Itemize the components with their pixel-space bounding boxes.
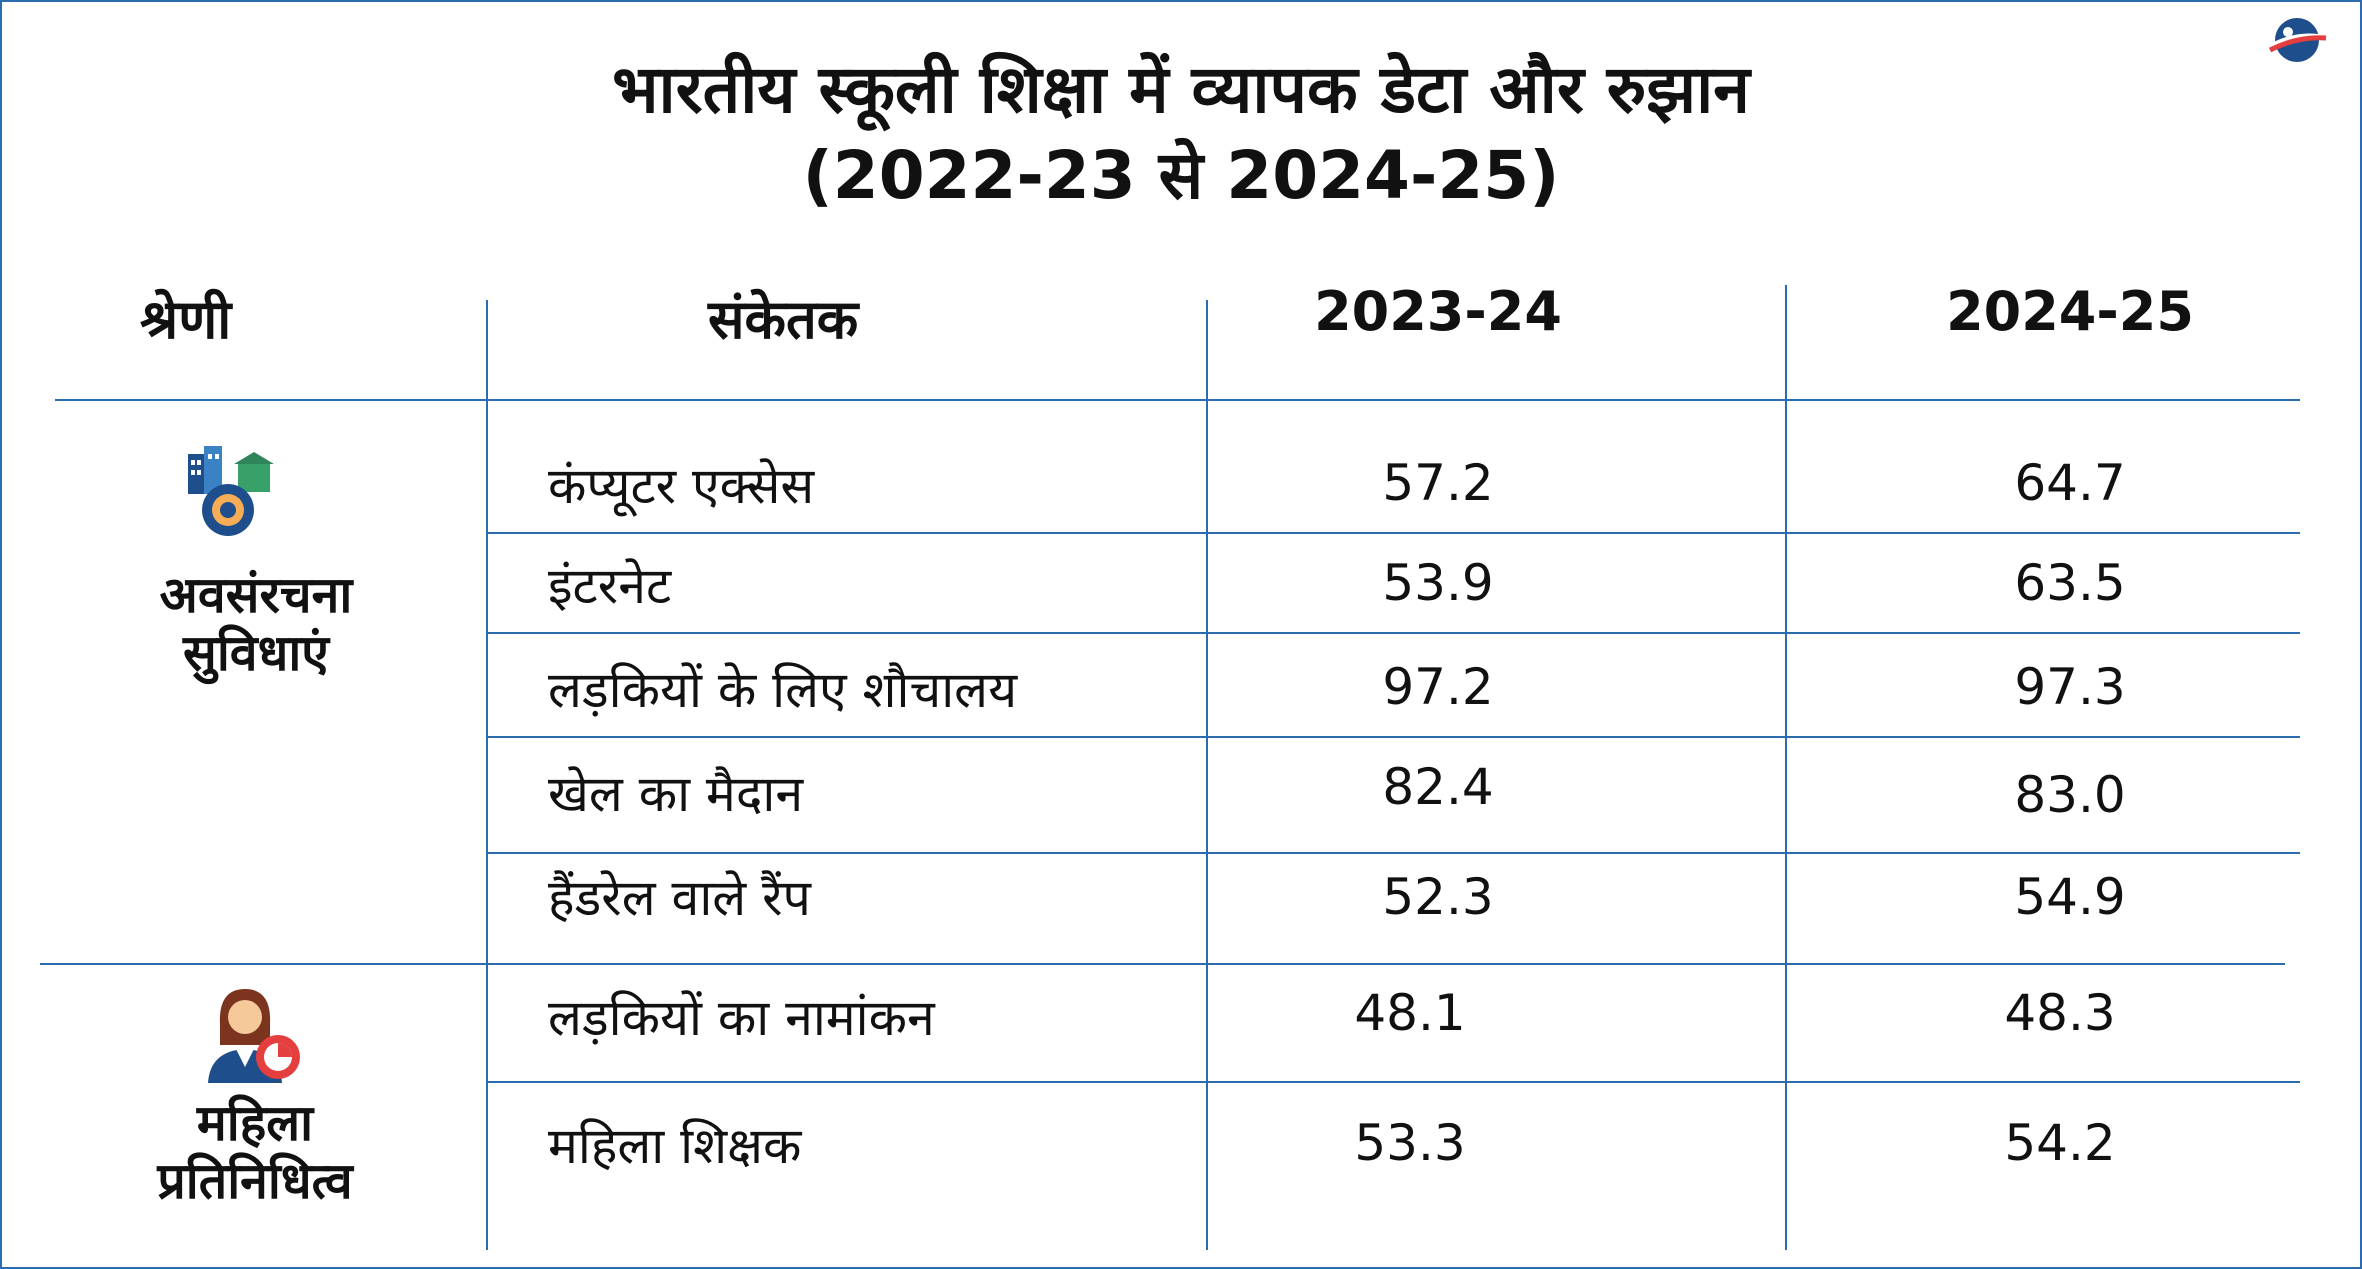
value-internet-2024: 63.5 xyxy=(2014,554,2126,612)
grid-vline-2 xyxy=(1206,300,1208,1250)
indicator-girls-toilets: लड़कियों के लिए शौचालय xyxy=(548,661,1018,719)
category-women-line1: महिला xyxy=(196,1094,314,1152)
indicator-playground: खेल का मैदान xyxy=(548,765,804,823)
grid-hline-header xyxy=(55,399,2300,401)
header-2023-24: 2023-24 xyxy=(1314,280,1562,343)
value-computer-access-2023: 57.2 xyxy=(1382,454,1494,512)
grid-hline-r1 xyxy=(486,532,2300,534)
header-indicator: संकेतक xyxy=(708,288,859,351)
grid-vline-1 xyxy=(486,300,488,1250)
header-2024-25: 2024-25 xyxy=(1946,280,2194,343)
value-playground-2024: 83.0 xyxy=(2014,766,2126,824)
woman-chart-icon xyxy=(208,989,300,1083)
header-category: श्रेणी xyxy=(140,288,232,351)
grid-hline-group xyxy=(40,963,2285,965)
infrastructure-gear-icon xyxy=(188,446,274,536)
category-women-line2: प्रतिनिधित्व xyxy=(157,1152,353,1210)
value-computer-access-2024: 64.7 xyxy=(2014,454,2126,512)
value-women-teachers-2024: 54.2 xyxy=(2004,1114,2116,1172)
grid-hline-r3 xyxy=(486,736,2300,738)
value-ramps-2024: 54.9 xyxy=(2014,868,2126,926)
brand-logo-icon xyxy=(2266,18,2328,62)
value-girls-toilets-2024: 97.3 xyxy=(2014,658,2126,716)
indicator-computer-access: कंप्यूटर एक्सेस xyxy=(548,457,815,515)
category-infrastructure-line2: सुविधाएं xyxy=(183,624,329,682)
value-girls-toilets-2023: 97.2 xyxy=(1382,658,1494,716)
grid-vline-3 xyxy=(1785,285,1787,1250)
grid-hline-r6 xyxy=(486,1081,2300,1083)
indicator-internet: इंटरनेट xyxy=(548,557,672,615)
grid-hline-r2 xyxy=(486,632,2300,634)
category-infrastructure-line1: अवसंरचना xyxy=(159,566,353,624)
indicator-women-teachers: महिला शिक्षक xyxy=(548,1117,802,1175)
value-girls-enrolment-2023: 48.1 xyxy=(1354,984,1466,1042)
category-infrastructure: अवसंरचना सुविधाएं xyxy=(126,566,386,682)
value-playground-2023: 82.4 xyxy=(1382,758,1494,816)
value-internet-2023: 53.9 xyxy=(1382,554,1494,612)
category-women: महिला प्रतिनिधित्व xyxy=(110,1094,400,1210)
title-line-1: भारतीय स्कूली शिक्षा में व्यापक डेटा और … xyxy=(612,51,1750,128)
grid-hline-r4 xyxy=(486,852,2300,854)
value-women-teachers-2023: 53.3 xyxy=(1354,1114,1466,1172)
value-girls-enrolment-2024: 48.3 xyxy=(2004,984,2116,1042)
value-ramps-2023: 52.3 xyxy=(1382,868,1494,926)
indicator-ramps: हैंडरेल वाले रैंप xyxy=(548,869,811,927)
title-line-2: (2022-23 से 2024-25) xyxy=(802,137,1560,214)
indicator-girls-enrolment: लड़कियों का नामांकन xyxy=(548,989,935,1047)
